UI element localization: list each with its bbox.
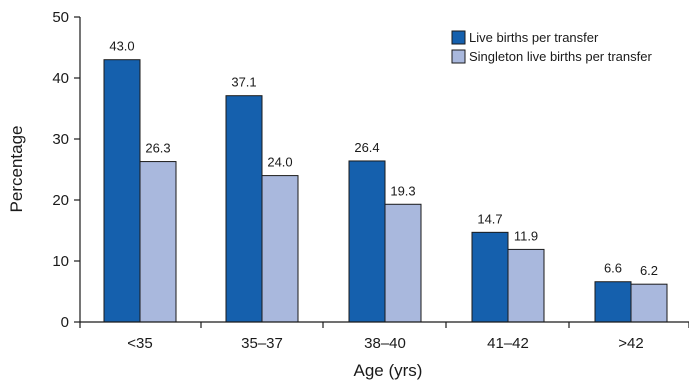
data-label-live-births-0: 43.0 xyxy=(109,39,134,54)
x-axis-title: Age (yrs) xyxy=(354,361,423,380)
data-label-live-births-1: 37.1 xyxy=(231,75,256,90)
data-label-singleton-0: 26.3 xyxy=(145,141,170,156)
y-tick-label: 40 xyxy=(52,70,69,87)
y-tick-label: 50 xyxy=(52,9,69,26)
ticks-group: 0 10 20 30 40 50 <35 35–37 38–40 41–42 >42 xyxy=(52,9,689,352)
legend-label: Live births per transfer xyxy=(469,30,599,45)
x-tick-label: >42 xyxy=(618,335,643,352)
bar-singleton-0 xyxy=(139,161,177,323)
bar-live-births-2 xyxy=(348,160,386,323)
bar-singleton-1 xyxy=(261,175,299,323)
bars-group xyxy=(103,59,668,323)
bar-live-births-3 xyxy=(471,231,509,323)
x-tick-label: 35–37 xyxy=(241,335,283,352)
legend-swatch xyxy=(451,30,466,45)
x-tick-label: <35 xyxy=(127,335,152,352)
y-tick-label: 0 xyxy=(61,314,69,331)
data-label-live-births-2: 26.4 xyxy=(354,140,379,155)
data-label-live-births-3: 14.7 xyxy=(477,211,502,226)
bar-singleton-3 xyxy=(507,248,545,323)
data-label-singleton-3: 11.9 xyxy=(514,228,538,243)
legend-swatch xyxy=(451,49,466,64)
legend: Live births per transfer Singleton live b… xyxy=(451,30,652,64)
bar-live-births-4 xyxy=(594,281,632,323)
y-tick-label: 10 xyxy=(52,253,69,270)
data-label-singleton-4: 6.2 xyxy=(640,263,658,278)
data-label-singleton-2: 19.3 xyxy=(390,183,415,198)
legend-label: Singleton live births per transfer xyxy=(469,49,652,64)
bar-live-births-0 xyxy=(103,59,141,323)
data-labels-group: 43.0 37.1 26.4 14.7 6.6 26.3 24.0 19.3 11.9 6.2 xyxy=(109,39,658,278)
data-label-live-births-4: 6.6 xyxy=(604,261,622,276)
x-tick-label: 41–42 xyxy=(487,335,529,352)
bar-singleton-2 xyxy=(384,203,422,323)
data-label-singleton-1: 24.0 xyxy=(267,155,292,170)
y-tick-label: 30 xyxy=(52,131,69,148)
bar-live-births-1 xyxy=(225,95,263,323)
bar-singleton-4 xyxy=(630,283,668,323)
x-tick-label: 38–40 xyxy=(364,335,406,352)
y-axis-title: Percentage xyxy=(7,126,26,213)
axes-group xyxy=(79,17,689,323)
y-tick-label: 20 xyxy=(52,192,69,209)
